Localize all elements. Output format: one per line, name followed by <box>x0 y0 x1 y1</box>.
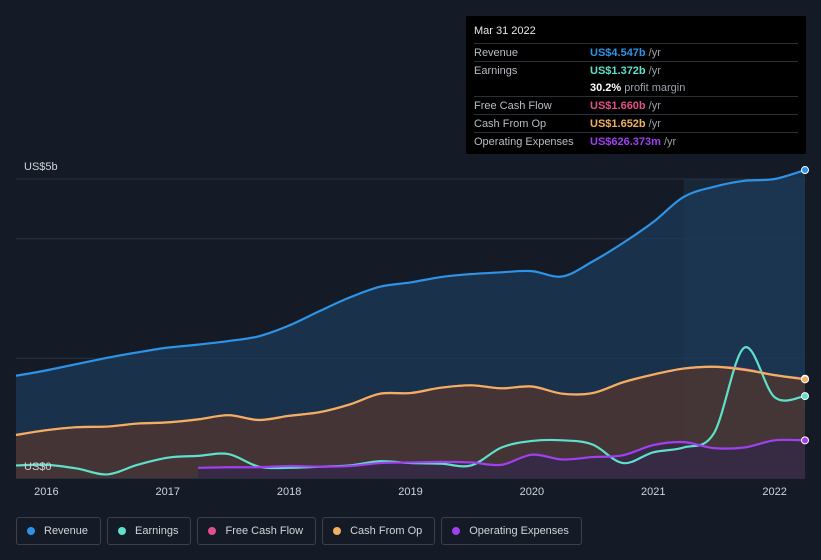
tooltip-row: Earnings US$1.372b/yr <box>474 61 798 79</box>
legend-dot-icon <box>118 527 127 535</box>
tooltip-row-value: US$4.547b <box>590 46 646 59</box>
legend-label: Operating Expenses <box>469 525 569 537</box>
legend-item-revenue[interactable]: Revenue <box>16 517 102 545</box>
tooltip-date: Mar 31 2022 <box>474 25 536 37</box>
operating-expenses-line <box>198 438 806 469</box>
tooltip-row-label: Free Cash Flow <box>474 99 552 112</box>
tooltip-row-label: Cash From Op <box>474 117 547 130</box>
legend-dot-icon <box>27 527 35 535</box>
legend-label: Cash From Op <box>350 525 423 537</box>
tooltip-row-value: US$1.660b <box>590 99 646 112</box>
legend-item-cash-from-op[interactable]: Cash From Op <box>322 517 436 545</box>
tooltip-row-unit: /yr <box>648 64 661 77</box>
tooltip-row-value: US$1.372b <box>590 64 646 77</box>
legend-label: Free Cash Flow <box>225 525 304 537</box>
tooltip-row-value: US$1.652b <box>590 117 646 130</box>
tooltip-row-unit: /yr <box>648 46 661 59</box>
legend-dot-icon <box>333 527 342 535</box>
tooltip-row: 30.2% profit margin <box>474 79 798 96</box>
revenue-line <box>15 168 806 377</box>
tooltip-row-label: Earnings <box>474 64 518 77</box>
cash-from-op-line <box>15 365 806 437</box>
legend-dot-icon <box>452 527 461 535</box>
series-layer <box>15 166 809 478</box>
x-tick-label: 2019 <box>398 486 422 498</box>
tooltip-row-value: US$626.373m <box>590 135 661 148</box>
cash-from-op-area <box>16 366 805 478</box>
legend-item-free-cash-flow[interactable]: Free Cash Flow <box>197 517 317 545</box>
x-tick-label: 2018 <box>277 486 301 498</box>
tooltip-row-unit: profit margin <box>624 81 686 94</box>
tooltip-row: Cash From Op US$1.652b/yr <box>474 114 798 132</box>
tooltip: Mar 31 2022 Revenue US$4.547b/yr Earnings U… <box>466 16 806 154</box>
revenue-endpoint <box>801 166 809 175</box>
earnings-endpoint <box>801 392 809 401</box>
legend-label: Revenue <box>44 525 89 537</box>
cash-from-op-endpoint <box>801 375 809 384</box>
x-tick-label: 2021 <box>641 486 665 498</box>
legend-dot-icon <box>208 527 217 535</box>
x-axis-ticks: 2016 2017 2018 2019 2020 2021 2022 <box>34 486 787 498</box>
legend: Revenue Earnings Free Cash Flow Cash From O… <box>16 517 582 547</box>
tooltip-rows: Revenue US$4.547b/yr Earnings US$1.372b/yr 3… <box>474 43 798 150</box>
operating-expenses-endpoint <box>801 436 809 445</box>
y-axis-bottom-label: US$0 <box>24 461 52 473</box>
x-tick-label: 2017 <box>155 486 179 498</box>
legend-item-operating-expenses[interactable]: Operating Expenses <box>441 517 582 545</box>
tooltip-row-unit: /yr <box>663 135 677 148</box>
x-tick-label: 2022 <box>762 486 786 498</box>
x-tick-label: 2020 <box>520 486 544 498</box>
tooltip-row: Free Cash Flow US$1.660b/yr <box>474 96 798 114</box>
tooltip-row-label: Operating Expenses <box>474 135 574 148</box>
tooltip-row: Operating Expenses US$626.373m/yr <box>474 132 798 150</box>
operating-expenses-area <box>198 439 806 478</box>
legend-item-earnings[interactable]: Earnings <box>107 517 192 545</box>
tooltip-row-label: Revenue <box>474 46 519 59</box>
y-axis-top-label: US$5b <box>24 161 58 173</box>
tooltip-row: Revenue US$4.547b/yr <box>474 43 798 61</box>
legend-label: Earnings <box>135 525 179 537</box>
tooltip-row-unit: /yr <box>648 117 661 130</box>
tooltip-row-unit: /yr <box>648 99 661 112</box>
x-tick-label: 2016 <box>34 486 58 498</box>
tooltip-row-value: 30.2% <box>590 81 622 94</box>
